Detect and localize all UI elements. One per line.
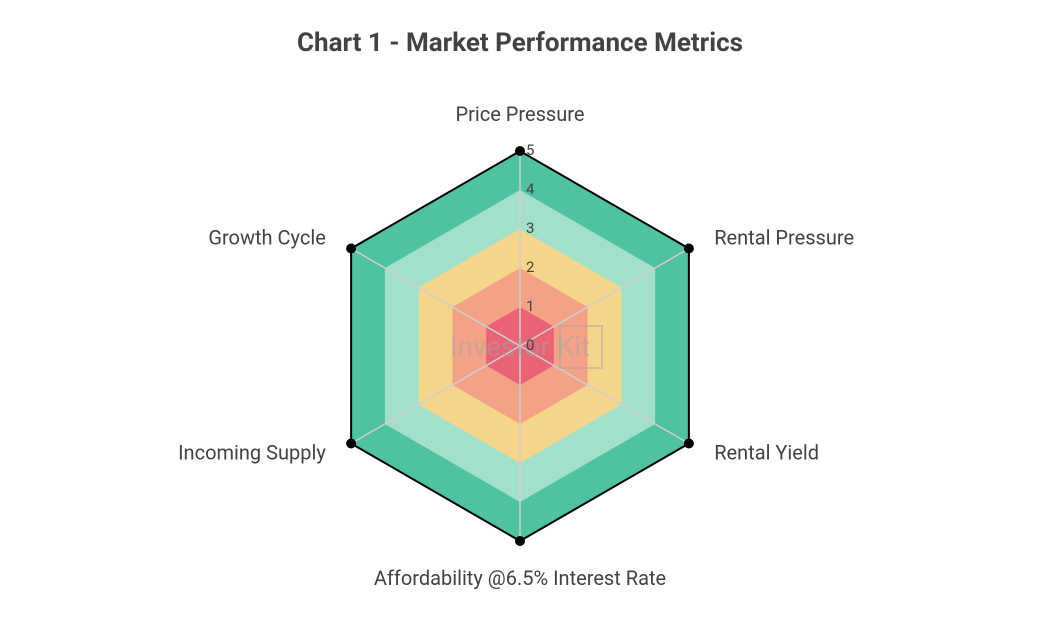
tick-label: 2 bbox=[526, 258, 534, 276]
tick-label: 1 bbox=[526, 297, 534, 315]
chart-title: Chart 1 - Market Performance Metrics bbox=[0, 28, 1040, 58]
axis-label: Price Pressure bbox=[456, 102, 585, 126]
watermark-text: Investor Kit bbox=[450, 330, 591, 363]
series-marker bbox=[684, 244, 694, 254]
series-marker bbox=[515, 146, 525, 156]
series-marker bbox=[515, 536, 525, 546]
radar-svg: Investor Kit012345Price PressureRental P… bbox=[0, 66, 1040, 626]
radar-chart: Investor Kit012345Price PressureRental P… bbox=[0, 66, 1040, 626]
axis-label: Rental Yield bbox=[714, 441, 819, 465]
axis-label: Incoming Supply bbox=[178, 441, 326, 465]
tick-label: 3 bbox=[526, 219, 534, 237]
series-marker bbox=[346, 244, 356, 254]
series-marker bbox=[684, 439, 694, 449]
series-marker bbox=[346, 439, 356, 449]
tick-label: 4 bbox=[526, 180, 535, 198]
tick-label: 0 bbox=[526, 336, 534, 354]
axis-label: Growth Cycle bbox=[208, 226, 325, 250]
axis-label: Rental Pressure bbox=[714, 226, 854, 250]
axis-label: Affordability @6.5% Interest Rate bbox=[374, 566, 666, 590]
